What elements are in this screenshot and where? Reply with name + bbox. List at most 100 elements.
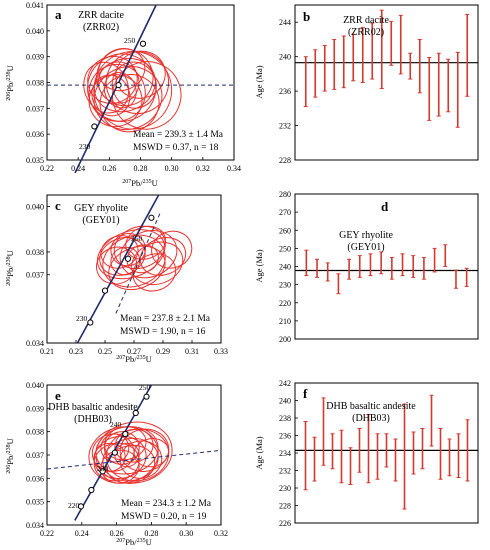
y-tick-label: 220 [279, 299, 291, 308]
y-tick-label: 240 [279, 397, 291, 406]
x-tick-label: 0.24 [71, 164, 85, 173]
mswd-text: MSWD = 1.90, n = 16 [120, 327, 206, 337]
panel-d: 200 210 220 230 240 250 260 270 280 d GEY rhyoli… [254, 190, 479, 344]
y-tick-label: 0.040 [26, 202, 44, 211]
y-tick-label: 250 [279, 244, 291, 253]
panel-letter: a [55, 7, 62, 22]
x-tick-label: 0.30 [165, 164, 179, 173]
y-tick-label: 228 [279, 502, 291, 511]
y-tick-label: 0.037 [26, 451, 44, 460]
sample-code: (ZRR02) [83, 22, 119, 33]
error-ellipse [119, 440, 163, 479]
y-tick-label: 0.038 [26, 79, 44, 88]
ellipse-layer [88, 421, 173, 484]
concordia-age-marker [139, 40, 147, 47]
y-tick-label: 0.036 [26, 474, 44, 483]
y-tick-labels: 0.034 0.035 0.036 0.037 0.038 0.039 0.040 [26, 381, 50, 530]
concordia-curve [76, 194, 160, 344]
concordia-age-label: 220 [68, 501, 80, 510]
error-ellipse [99, 74, 160, 133]
error-ellipse [93, 442, 126, 472]
y-tick-label: 260 [279, 226, 291, 235]
concordia-markers [91, 40, 147, 130]
x-tick-label: 0.24 [75, 529, 89, 538]
sample-code: (DHB03) [74, 414, 112, 425]
error-ellipse [98, 48, 146, 92]
y-tick-label: 0.035 [26, 156, 44, 165]
age-error-bars [303, 9, 470, 128]
y-tick-labels: 0.034 0.037 0.038 0.040 [26, 202, 50, 348]
x-tick-labels: 0.22 0.24 0.26 0.28 0.30 0.32 [40, 522, 228, 538]
sample-name: ZRR dacite [343, 15, 389, 26]
error-ellipse [132, 253, 177, 292]
x-tick-label: 0.26 [102, 164, 116, 173]
x-axis-label: 207Pb/235U [122, 178, 157, 188]
y-tick-label: 230 [279, 484, 291, 493]
y-tick-label: 230 [279, 281, 291, 290]
mean-age-text: Mean = 239.3 ± 1.4 Ma [133, 130, 224, 140]
x-tick-label: 0.22 [40, 164, 54, 173]
x-tick-label: 0.32 [214, 529, 228, 538]
y-tick-label: 228 [279, 156, 291, 165]
x-tick-label: 0.31 [185, 347, 199, 356]
concordia-age-marker [115, 81, 122, 89]
y-tick-label: 0.040 [26, 27, 44, 36]
mswd-text: MSWD = 0.20, n = 19 [121, 512, 207, 522]
y-axis-label: Age (Ma) [254, 249, 264, 282]
concordia-curve [74, 4, 157, 174]
panel-letter: b [303, 9, 310, 24]
sample-name: DHB basaltic andesite [326, 401, 416, 412]
ellipse-layer [83, 48, 182, 133]
error-ellipse [95, 421, 173, 484]
y-tick-label: 232 [279, 467, 291, 476]
concordia-age-marker [143, 393, 150, 400]
x-axis-label: 207Pb/235U [116, 537, 151, 547]
mean-age-text: Mean = 237.8 ± 2.1 Ma [120, 314, 211, 324]
error-ellipse [83, 61, 130, 114]
y-tick-label: 0.035 [26, 498, 44, 507]
mswd-text: MSWD = 0.37, n = 18 [133, 143, 219, 153]
error-ellipse [88, 63, 146, 122]
x-tick-label: 0.32 [196, 164, 210, 173]
concordia-age-label: 250 [139, 383, 151, 392]
error-ellipse [96, 246, 138, 285]
plot-frame [294, 4, 479, 161]
error-ellipse [105, 50, 170, 115]
y-tick-labels: 228 232 236 240 244 [279, 18, 298, 165]
sample-code: (DHB03) [352, 413, 390, 424]
y-tick-label: 242 [279, 379, 291, 388]
y-tick-label: 244 [279, 18, 291, 27]
y-axis-label: Age (Ma) [254, 436, 264, 469]
error-ellipse [114, 442, 140, 468]
y-tick-label: 0.037 [26, 271, 44, 280]
error-ellipse [91, 74, 131, 117]
sample-code: (GEY01) [82, 215, 119, 226]
error-ellipse [151, 230, 193, 269]
y-tick-label: 0.039 [26, 404, 44, 413]
x-tick-label: 0.26 [110, 529, 124, 538]
x-tick-label: 0.22 [40, 529, 54, 538]
x-tick-label: 0.25 [98, 347, 112, 356]
age-error-bars [303, 394, 470, 510]
x-tick-label: 0.23 [69, 347, 83, 356]
panel-c: 0.21 0.23 0.25 0.27 0.29 0.31 0.33 0.0340.0370… [5, 194, 228, 364]
x-tick-label: 0.30 [179, 529, 193, 538]
y-tick-label: 0.038 [26, 248, 44, 257]
sample-name: GEY rhyolite [339, 230, 393, 241]
plot-frame [294, 193, 479, 340]
discordia-dashed-line [115, 213, 161, 314]
y-tick-label: 238 [279, 414, 291, 423]
y-tick-label: 210 [279, 317, 291, 326]
concordia-age-label: 250 [124, 36, 136, 45]
concordia-age-marker [87, 319, 94, 326]
error-ellipse [133, 438, 170, 468]
y-tick-label: 0.034 [26, 339, 44, 348]
y-axis-label: 206Pb/238U [5, 250, 15, 285]
x-tick-label: 0.28 [134, 164, 148, 173]
x-tick-label: 0.27 [127, 347, 141, 356]
concordia-age-marker [148, 214, 155, 221]
concordia-age-label: 250 [131, 234, 143, 243]
age-error-bars [304, 244, 469, 295]
y-tick-label: 0.041 [26, 1, 44, 10]
mean-age-text: Mean = 234.3 ± 1.2 Ma [121, 499, 212, 509]
